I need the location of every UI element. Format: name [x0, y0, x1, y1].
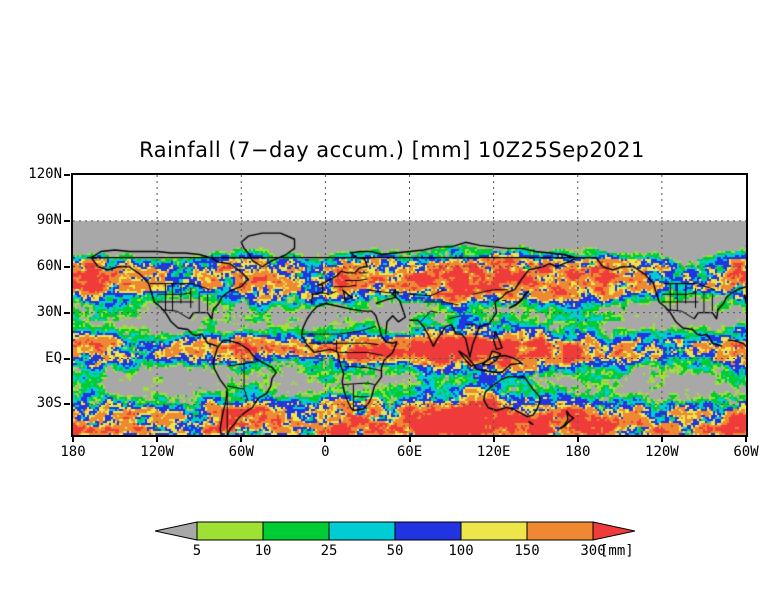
- colorbar-extend-high: [592, 521, 635, 541]
- page-title: Rainfall (7−day accum.) [mm] 10Z25Sep202…: [139, 138, 645, 162]
- y-tick-mark: [64, 403, 70, 406]
- colorbar-segment: [328, 521, 396, 541]
- colorbar-tick-label: 150: [514, 543, 540, 559]
- colorbar-unit-label: [mm]: [600, 543, 634, 559]
- y-tick-mark: [64, 219, 70, 222]
- x-tick-label: 60E: [396, 444, 423, 460]
- x-tick-mark: [324, 437, 327, 442]
- x-tick-mark: [240, 437, 243, 442]
- y-tick-label: 60N: [36, 257, 62, 274]
- y-tick-label: 90N: [36, 211, 62, 228]
- y-tick-mark: [64, 311, 70, 314]
- x-tick-label: 180: [565, 444, 591, 460]
- x-tick-label: 180: [60, 444, 86, 460]
- colorbar: [155, 520, 635, 542]
- colorbar-segment: [526, 521, 594, 541]
- colorbar-tick-label: 10: [254, 543, 272, 559]
- x-tick-mark: [156, 437, 159, 442]
- x-tick-mark: [660, 437, 663, 442]
- map-plot-area: [71, 173, 748, 437]
- x-tick-label: 60W: [228, 444, 254, 460]
- y-tick-label: 30N: [36, 303, 62, 320]
- y-tick-mark: [64, 174, 70, 176]
- y-tick-label: 120N: [28, 166, 62, 182]
- colorbar-extend-low: [155, 521, 198, 541]
- y-tick-mark: [64, 357, 70, 360]
- x-tick-mark: [576, 437, 579, 442]
- colorbar-tick-label: 5: [192, 543, 202, 559]
- x-tick-mark: [408, 437, 411, 442]
- x-tick-label: 120W: [140, 444, 174, 460]
- colorbar-tick-label: 300: [580, 543, 606, 559]
- x-tick-mark: [72, 437, 74, 442]
- x-tick-label: 60W: [733, 444, 759, 460]
- x-tick-mark: [745, 437, 747, 442]
- colorbar-tick-label: 25: [320, 543, 338, 559]
- colorbar-tick-label: 50: [386, 543, 404, 559]
- colorbar-segment: [460, 521, 528, 541]
- x-tick-label: 0: [321, 444, 330, 460]
- colorbar-tick-label: 100: [448, 543, 474, 559]
- x-tick-label: 120W: [645, 444, 679, 460]
- gridlines: [73, 175, 746, 435]
- x-tick-mark: [492, 437, 495, 442]
- colorbar-segment: [394, 521, 462, 541]
- colorbar-segment: [196, 521, 264, 541]
- y-tick-mark: [64, 265, 70, 268]
- x-tick-label: 120E: [476, 444, 511, 460]
- colorbar-segment: [262, 521, 330, 541]
- y-tick-label: 30S: [36, 395, 62, 412]
- y-tick-label: EQ: [45, 349, 62, 366]
